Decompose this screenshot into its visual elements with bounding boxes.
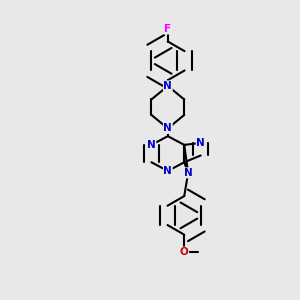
Text: O: O bbox=[180, 247, 189, 257]
Text: F: F bbox=[164, 24, 171, 34]
Text: N: N bbox=[184, 168, 193, 178]
Text: N: N bbox=[164, 124, 172, 134]
Text: N: N bbox=[164, 81, 172, 91]
Text: N: N bbox=[196, 138, 205, 148]
Text: N: N bbox=[164, 166, 172, 176]
Text: N: N bbox=[147, 140, 156, 150]
